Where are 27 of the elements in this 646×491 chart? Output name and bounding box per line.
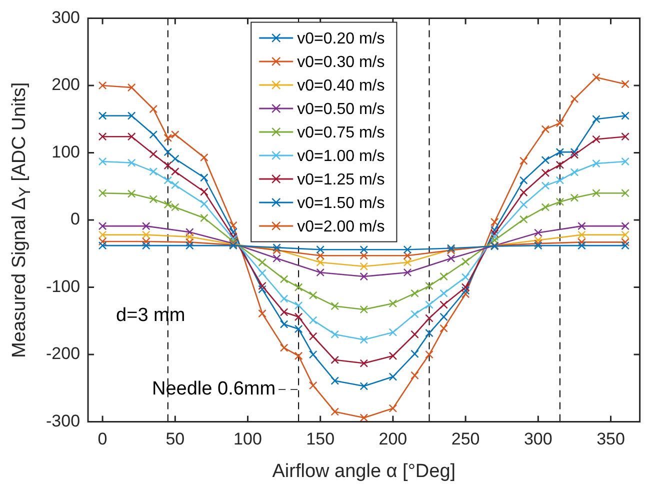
x-tick-label: 250 xyxy=(451,430,480,449)
x-tick-label: 200 xyxy=(378,430,408,449)
legend-label: v0=2.00 m/s xyxy=(297,218,385,236)
legend-label: v0=1.00 m/s xyxy=(297,148,385,165)
y-tick-label: 100 xyxy=(52,142,80,162)
x-tick-label: 350 xyxy=(596,430,625,449)
x-tick-label: 300 xyxy=(524,430,552,449)
legend-label: v0=0.50 m/s xyxy=(297,100,385,118)
annotation: Needle 0.6mm xyxy=(152,378,276,400)
x-tick-label: 100 xyxy=(234,430,262,449)
y-tick-label: -200 xyxy=(46,344,80,364)
y-tick-label: -300 xyxy=(46,411,80,430)
legend-label: v0=1.50 m/s xyxy=(297,194,385,212)
legend-label: v0=0.20 m/s xyxy=(297,30,385,48)
y-tick-label: -100 xyxy=(46,276,80,296)
x-tick-label: 50 xyxy=(166,430,185,449)
y-tick-label: 300 xyxy=(52,8,80,27)
legend-label: v0=0.75 m/s xyxy=(297,124,385,142)
annotation: d=3 mm xyxy=(116,305,186,326)
x-tick-label: 0 xyxy=(98,430,108,449)
x-axis-title: Airflow angle α [°Deg] xyxy=(272,460,456,482)
y-tick-label: 0 xyxy=(70,210,80,229)
x-tick-label: 150 xyxy=(306,430,335,449)
legend-label: v0=0.40 m/s xyxy=(297,77,385,94)
y-tick-label: 200 xyxy=(52,75,80,94)
legend-label: v0=0.30 m/s xyxy=(297,54,385,71)
legend-label: v0=1.25 m/s xyxy=(297,171,385,188)
